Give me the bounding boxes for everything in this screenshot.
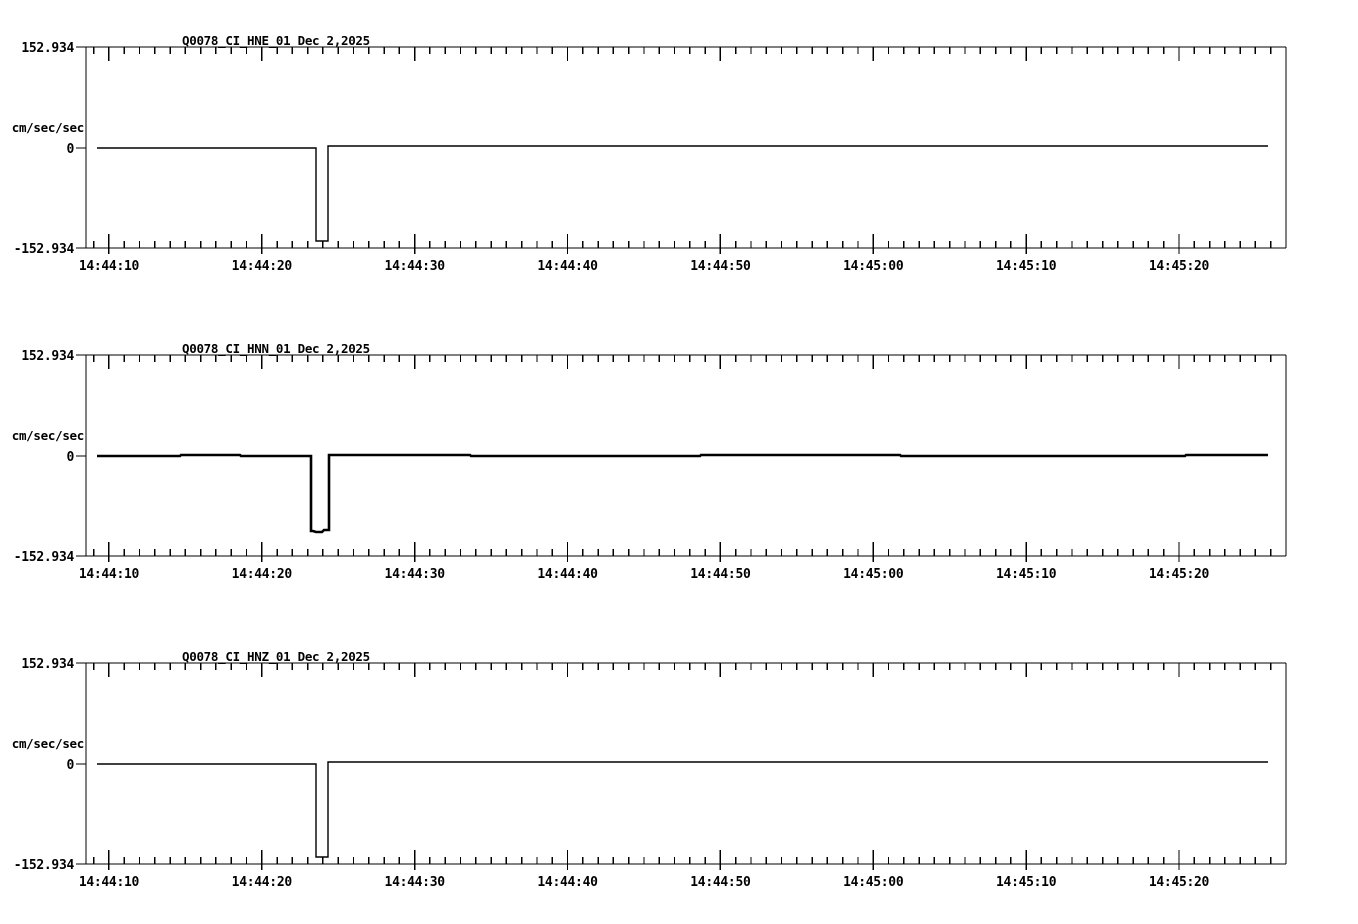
panel-title-hnz: Q0078_CI_HNZ_01 Dec 2,2025 [182,649,370,665]
x-axis-tick-label: 14:45:20 [1149,567,1210,582]
y-axis-zero-label-hne: 0 [66,142,74,157]
axis-ticks-hnn [76,354,1287,562]
panel-title-hnn: Q0078_CI_HNN_01 Dec 2,2025 [182,341,370,357]
waveform-trace-hnz [97,761,1268,858]
plot-area-hne: Q0078_CI_HNE_01 Dec 2,2025 152.934 cm/se… [12,33,1287,274]
x-axis-tick-label: 14:45:20 [1149,875,1210,890]
y-axis-max-label-hne: 152.934 [21,41,74,56]
plot-area-hnz: Q0078_CI_HNZ_01 Dec 2,2025 152.934 cm/se… [12,649,1287,890]
y-axis-max-label-hnz: 152.934 [21,657,74,672]
x-axis-tick-label: 14:45:10 [996,259,1057,274]
x-axis-tick-label: 14:44:10 [79,567,140,582]
waveform-panel-hne: Q0078_CI_HNE_01 Dec 2,2025 152.934 cm/se… [0,0,1358,300]
x-axis-tick-label: 14:45:00 [843,567,904,582]
x-axis-tick-label: 14:44:40 [537,875,598,890]
x-axis-tick-label: 14:45:00 [843,259,904,274]
x-axis-labels-hnz: 14:44:10 14:44:20 14:44:30 14:44:40 14:44:50… [79,875,1210,890]
y-axis-min-label-hnn: -152.934 [14,550,75,565]
x-axis-tick-label: 14:44:40 [537,259,598,274]
x-axis-tick-label: 14:44:50 [690,875,751,890]
y-axis-unit-label-hnn: cm/sec/sec [12,428,84,443]
x-axis-tick-label: 14:44:40 [537,567,598,582]
x-axis-tick-label: 14:45:00 [843,875,904,890]
waveform-trace-hne [97,145,1268,242]
y-axis-zero-label-hnn: 0 [66,450,74,465]
x-axis-tick-label: 14:44:10 [79,259,140,274]
waveform-panel-hnn: Q0078_CI_HNN_01 Dec 2,2025 152.934 cm/se… [0,308,1358,608]
x-axis-tick-label: 14:44:50 [690,259,751,274]
x-axis-tick-label: 14:44:10 [79,875,140,890]
panel-title-hne: Q0078_CI_HNE_01 Dec 2,2025 [182,33,370,49]
x-axis-labels-hnn: 14:44:10 14:44:20 14:44:30 14:44:40 14:44:50… [79,567,1210,582]
x-axis-tick-label: 14:45:20 [1149,259,1210,274]
x-axis-labels-hne: 14:44:10 14:44:20 14:44:30 14:44:40 14:44:50… [79,259,1210,274]
y-axis-zero-label-hnz: 0 [66,758,74,773]
y-axis-unit-label-hne: cm/sec/sec [12,120,84,135]
waveform-panel-hnz: Q0078_CI_HNZ_01 Dec 2,2025 152.934 cm/se… [0,616,1358,916]
x-axis-tick-label: 14:44:20 [232,567,293,582]
plot-area-hnn: Q0078_CI_HNN_01 Dec 2,2025 152.934 cm/se… [12,341,1287,582]
x-axis-tick-label: 14:44:30 [385,875,446,890]
x-axis-tick-label: 14:45:10 [996,567,1057,582]
x-axis-tick-label: 14:44:30 [385,567,446,582]
waveform-trace-hnn [97,453,1268,534]
x-axis-tick-label: 14:44:20 [232,259,293,274]
y-axis-min-label-hnz: -152.934 [14,858,75,873]
y-axis-min-label-hne: -152.934 [14,242,75,257]
axis-ticks-hne [76,46,1287,254]
y-axis-unit-label-hnz: cm/sec/sec [12,736,84,751]
x-axis-tick-label: 14:45:10 [996,875,1057,890]
x-axis-tick-label: 14:44:20 [232,875,293,890]
x-axis-tick-label: 14:44:30 [385,259,446,274]
y-axis-max-label-hnn: 152.934 [21,349,74,364]
x-axis-tick-label: 14:44:50 [690,567,751,582]
axis-ticks-hnz [76,662,1287,870]
